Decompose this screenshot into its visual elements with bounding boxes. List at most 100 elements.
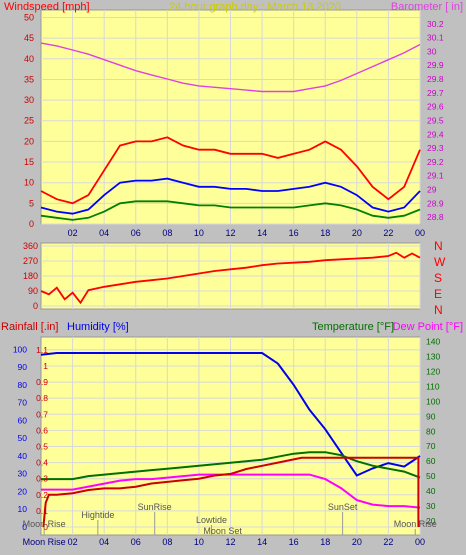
wind-x-ticks: 02 04 06 08 10 12 14 16 18 20 22 00 <box>68 228 425 238</box>
barometer-ticks: 28.8 28.9 29 29.1 29.2 29.3 29.4 29.5 29.6 29.7 29… <box>427 19 444 222</box>
annotation-label: Moon Rise <box>394 519 437 529</box>
x-tick-label: 22 <box>383 537 393 547</box>
humidity-tick-label: 80 <box>18 380 28 390</box>
rainfall-line <box>42 456 420 528</box>
x-tick-label: 18 <box>320 537 330 547</box>
barometer-tick-label: 29 <box>427 184 437 194</box>
x-tick-label: 16 <box>289 537 299 547</box>
windspeed-ticks: 0 5 10 15 20 25 30 35 40 45 50 <box>24 12 34 229</box>
temperature-tick-label: 70 <box>426 441 436 451</box>
x-tick-label: 06 <box>131 537 141 547</box>
direction-tick-label: 0 <box>33 301 38 311</box>
humidity-tick-label: 60 <box>18 415 28 425</box>
barometer-tick-label: 29.2 <box>427 157 444 167</box>
x-tick-label: 10 <box>194 228 204 238</box>
annotation-label: Moon Set <box>203 526 242 536</box>
barometer-tick-label: 29.7 <box>427 88 444 98</box>
barometer-tick-label: 30.1 <box>427 33 444 43</box>
humidity-axis-label: Humidity [%] <box>67 321 129 333</box>
x-tick-label: 18 <box>320 228 330 238</box>
temperature-tick-label: 20 <box>426 516 436 526</box>
dewpoint-axis-label: Dew Point [°F] <box>393 321 463 333</box>
annotation-label: Lowtide <box>196 515 227 525</box>
windspeed-tick-label: 10 <box>24 178 34 188</box>
barometer-tick-label: 29.5 <box>427 115 444 125</box>
humidity-line <box>40 352 421 477</box>
barometer-tick-label: 29.6 <box>427 102 444 112</box>
compass-letter: E <box>434 287 442 301</box>
compass-letter: N <box>434 239 443 253</box>
barometer-tick-label: 30.2 <box>427 19 444 29</box>
x-tick-label: 02 <box>68 537 78 547</box>
climate-grid <box>41 337 421 535</box>
direction-tick-label: 360 <box>23 241 38 251</box>
windspeed-tick-label: 30 <box>24 95 34 105</box>
temperature-tick-label: 30 <box>426 501 436 511</box>
x-tick-label: 12 <box>225 537 235 547</box>
compass-letter: N <box>434 303 443 317</box>
x-tick-label: 04 <box>99 228 109 238</box>
x-tick-label: 12 <box>225 228 235 238</box>
rainfall-tick-label: 1 <box>43 361 48 371</box>
temperature-axis-label: Temperature [°F] <box>312 321 394 333</box>
barometer-tick-label: 28.8 <box>427 212 444 222</box>
windspeed-tick-label: 0 <box>29 219 34 229</box>
annotation-label: SunRise <box>138 502 172 512</box>
temperature-tick-label: 90 <box>426 411 436 421</box>
wind-grid <box>41 10 421 225</box>
humidity-ticks: 0 10 20 30 40 50 60 70 80 90 100 <box>13 344 27 532</box>
wind-series <box>40 42 421 221</box>
temperature-tick-label: 40 <box>426 486 436 496</box>
rainfall-tick-label: 0.2 <box>36 490 48 500</box>
temperature-tick-label: 120 <box>426 366 440 376</box>
barometer-tick-label: 29.4 <box>427 129 444 139</box>
rainfall-tick-label: 0.1 <box>36 506 48 516</box>
barometer-tick-label: 29.3 <box>427 143 444 153</box>
barometer-tick-label: 29.9 <box>427 60 444 70</box>
direction-grid <box>41 243 421 309</box>
windspeed-tick-label: 45 <box>24 33 34 43</box>
humidity-tick-label: 70 <box>18 398 28 408</box>
x-tick-label: 00 <box>415 228 425 238</box>
humidity-tick-label: 0 <box>22 522 27 532</box>
rainfall-tick-label: 0.4 <box>36 458 48 468</box>
humidity-tick-label: 30 <box>18 469 28 479</box>
temperature-tick-label: 60 <box>426 456 436 466</box>
humidity-tick-label: 20 <box>18 486 28 496</box>
humidity-tick-label: 10 <box>18 504 28 514</box>
barometer-tick-label: 29.1 <box>427 171 444 181</box>
temperature-tick-label: 140 <box>426 336 440 346</box>
annotation-label: Moon Rise <box>23 519 66 529</box>
humidity-tick-label: 90 <box>18 362 28 372</box>
rainfall-tick-label: 0.3 <box>36 474 48 484</box>
windspeed-tick-label: 25 <box>24 116 34 126</box>
x-tick-label: 10 <box>194 537 204 547</box>
gust-line <box>40 136 421 205</box>
windspeed-tick-label: 5 <box>29 198 34 208</box>
temperature-tick-label: 110 <box>426 381 440 391</box>
annotation-label: Moon Rise <box>23 537 66 547</box>
windspeed-tick-label: 40 <box>24 54 34 64</box>
annotation-label: Hightide <box>81 510 114 520</box>
x-tick-label: 14 <box>257 228 267 238</box>
x-tick-label: 08 <box>162 228 172 238</box>
chart-title: 24 hour graph day : March 13 2020 <box>169 1 341 13</box>
windspeed-tick-label: 35 <box>24 74 34 84</box>
x-tick-label: 20 <box>352 228 362 238</box>
direction-tick-label: 180 <box>23 271 38 281</box>
humidity-tick-label: 50 <box>18 433 28 443</box>
x-tick-label: 06 <box>131 228 141 238</box>
rainfall-tick-label: 0.8 <box>36 393 48 403</box>
speed-line <box>40 177 421 215</box>
rainfall-tick-label: 0.6 <box>36 425 48 435</box>
climate-series <box>40 352 421 528</box>
windspeed-tick-label: 15 <box>24 157 34 167</box>
humidity-tick-label: 40 <box>18 451 28 461</box>
compass-letter: S <box>434 271 442 285</box>
x-tick-label: 14 <box>257 537 267 547</box>
barometer-axis-label: Barometer [ in] <box>391 1 463 13</box>
climate-x-ticks: 02 04 06 08 10 12 14 16 18 20 22 00 <box>68 537 425 547</box>
x-tick-label: 22 <box>383 228 393 238</box>
